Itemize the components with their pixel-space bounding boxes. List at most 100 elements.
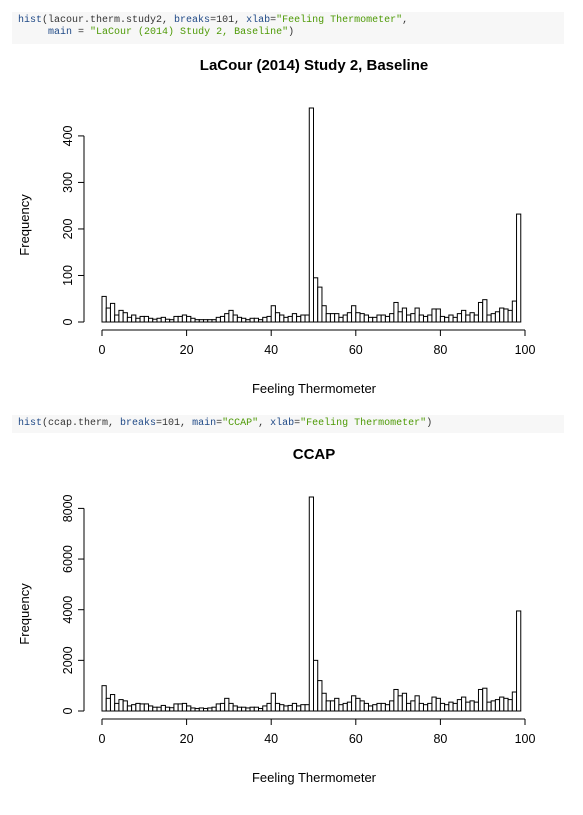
code-line: hist(lacour.therm.study2, breaks=101, xl… bbox=[18, 15, 564, 27]
histogram-bar bbox=[507, 309, 513, 323]
histogram-bar bbox=[355, 312, 361, 323]
histogram-bar bbox=[308, 496, 314, 712]
histogram-bar bbox=[384, 315, 391, 323]
code-arg: main bbox=[48, 27, 73, 38]
histogram-bar bbox=[465, 701, 471, 712]
histogram-bar bbox=[469, 312, 475, 323]
histogram-bar bbox=[473, 701, 479, 712]
code-string: "Feeling Thermometer" bbox=[300, 418, 427, 429]
histogram-bar bbox=[342, 314, 348, 323]
code-arg: main bbox=[192, 418, 217, 429]
histogram-bar bbox=[135, 317, 141, 323]
histogram-bar bbox=[122, 700, 128, 712]
code-block-ccap: hist(ccap.therm, breaks=101, main="CCAP"… bbox=[12, 415, 564, 433]
x-tick-label: 0 bbox=[99, 732, 106, 746]
histogram-bar bbox=[473, 314, 479, 323]
histogram-bar bbox=[334, 313, 340, 323]
y-tick-label: 0 bbox=[61, 707, 75, 714]
histogram-bar bbox=[266, 315, 272, 323]
code-text: =101, bbox=[156, 418, 193, 429]
histogram-bar bbox=[287, 315, 293, 323]
histogram-bar bbox=[477, 688, 484, 712]
histogram-bar bbox=[126, 316, 133, 323]
histogram-bar bbox=[143, 703, 150, 712]
code-text: (lacour.therm.study2, bbox=[42, 15, 175, 26]
histogram-bar bbox=[363, 314, 369, 323]
code-arg: xlab bbox=[270, 418, 295, 429]
histogram-bar bbox=[334, 697, 340, 712]
histogram-bar bbox=[224, 313, 230, 323]
histogram-bar bbox=[249, 706, 255, 712]
histogram-bar bbox=[494, 311, 501, 323]
histogram-bar bbox=[245, 707, 251, 712]
histogram-bar bbox=[194, 319, 200, 323]
histogram-bar bbox=[186, 315, 192, 323]
histogram-bar bbox=[503, 697, 509, 712]
histogram-bar bbox=[304, 704, 310, 712]
histogram-bar bbox=[152, 706, 158, 712]
histogram-bar bbox=[313, 659, 319, 712]
code-text: (ccap.therm, bbox=[42, 418, 121, 429]
histogram-bar bbox=[325, 700, 331, 712]
y-tick-label: 8000 bbox=[61, 494, 75, 522]
histogram-bar bbox=[380, 702, 386, 712]
histogram-bar bbox=[410, 700, 416, 712]
histogram-bar bbox=[346, 312, 353, 323]
histogram-bar bbox=[270, 305, 276, 323]
y-tick-label: 300 bbox=[61, 172, 75, 193]
histogram-bar bbox=[329, 313, 336, 323]
histogram-bar bbox=[101, 295, 107, 323]
code-arg: breaks bbox=[174, 15, 211, 26]
histogram-bar bbox=[376, 702, 382, 712]
y-tick-label: 6000 bbox=[61, 545, 75, 573]
histogram-bar bbox=[338, 704, 344, 712]
histogram-bar bbox=[499, 696, 505, 712]
histogram-bar bbox=[376, 314, 382, 323]
histogram-bar bbox=[346, 701, 353, 712]
code-text: = bbox=[270, 15, 277, 26]
histogram-bar bbox=[270, 692, 276, 712]
histogram-bar bbox=[249, 317, 255, 323]
histogram-bar bbox=[507, 699, 513, 712]
histogram-bar bbox=[143, 315, 150, 323]
histogram-bar bbox=[283, 316, 289, 323]
code-text: , bbox=[402, 15, 409, 26]
histogram-ccap: 0 20 40 60 80 100 0 2000 4000 6000 8000 CCAP Feeling… bbox=[17, 446, 535, 785]
histogram-bar bbox=[516, 610, 522, 712]
histogram-bar bbox=[482, 299, 488, 323]
histogram-bar bbox=[431, 308, 437, 323]
histogram-bar bbox=[148, 705, 154, 712]
histogram-bar bbox=[397, 311, 403, 323]
x-axis: 0 20 40 60 80 100 bbox=[99, 329, 535, 357]
y-axis: 0 100 200 300 400 bbox=[61, 125, 85, 325]
histogram-bar bbox=[448, 701, 454, 712]
y-tick-label: 400 bbox=[61, 125, 75, 146]
histogram-bar bbox=[329, 700, 336, 712]
histogram-bar bbox=[321, 305, 327, 323]
histogram-bar bbox=[490, 313, 496, 323]
histogram-bar bbox=[262, 705, 268, 712]
histogram-bar bbox=[317, 680, 323, 712]
histogram-bar bbox=[363, 702, 369, 712]
histogram-bar bbox=[422, 315, 429, 323]
histogram-bar bbox=[139, 315, 145, 323]
histogram-bar bbox=[173, 703, 179, 712]
histogram-bar bbox=[444, 316, 450, 323]
y-tick-label: 2000 bbox=[61, 646, 75, 674]
histogram-bar bbox=[262, 316, 268, 323]
histogram-bar bbox=[465, 314, 471, 323]
histogram-bar bbox=[389, 700, 395, 712]
code-fn: hist bbox=[18, 418, 43, 429]
histogram-bar bbox=[207, 319, 213, 323]
code-text: =101, bbox=[210, 15, 247, 26]
histogram-bar bbox=[173, 315, 179, 323]
histogram-bar bbox=[101, 685, 107, 712]
histogram-bar bbox=[211, 319, 217, 323]
histogram-bar bbox=[435, 697, 441, 712]
code-line: hist(ccap.therm, breaks=101, main="CCAP"… bbox=[18, 418, 564, 430]
y-tick-label: 0 bbox=[61, 318, 75, 325]
histogram-bar bbox=[422, 704, 429, 712]
histogram-bar bbox=[236, 706, 243, 712]
histogram-bar bbox=[401, 692, 408, 712]
histogram-bar bbox=[418, 702, 424, 712]
